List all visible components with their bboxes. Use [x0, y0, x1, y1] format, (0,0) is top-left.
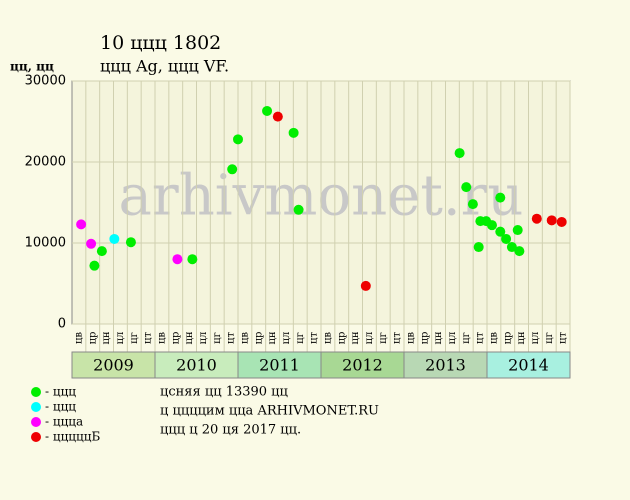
legend-label: - ццц — [45, 400, 76, 414]
month-label: цг — [212, 332, 223, 344]
year-band — [237, 351, 322, 379]
year-label: 2011 — [259, 356, 300, 375]
month-label: цг — [544, 332, 555, 344]
data-point — [262, 105, 273, 116]
month-label: цр — [502, 332, 513, 345]
data-point — [233, 134, 243, 145]
month-label: цн — [433, 331, 444, 344]
data-point — [501, 233, 512, 244]
legend-marker — [31, 417, 41, 427]
y-tick-label: 20000 — [25, 155, 66, 170]
data-point — [76, 219, 87, 230]
note: ц ццццим цца ARHIVMONET.RU — [160, 404, 379, 419]
month-label: цл — [281, 332, 292, 345]
data-point — [512, 225, 523, 236]
month-label: цг — [129, 332, 140, 344]
year-label: 2013 — [425, 356, 466, 375]
data-point — [531, 213, 542, 224]
month-label: цр — [87, 332, 98, 345]
month-label: цн — [101, 331, 112, 344]
legend-marker — [31, 432, 41, 442]
month-label: цл — [198, 332, 209, 345]
y-tick-label: 0 — [58, 317, 66, 332]
data-point — [125, 237, 136, 248]
legend-marker — [31, 387, 41, 397]
year-band — [71, 351, 156, 379]
year-band — [154, 351, 239, 379]
data-point — [514, 246, 525, 257]
month-label: цт — [226, 332, 237, 344]
data-point — [86, 238, 97, 249]
month-label: цл — [115, 332, 126, 345]
data-point — [288, 127, 299, 138]
data-point — [187, 254, 198, 265]
month-label: цв — [488, 332, 499, 344]
data-point — [227, 164, 238, 175]
month-label: цт — [558, 332, 569, 344]
data-point — [272, 111, 283, 122]
data-point — [546, 215, 557, 226]
month-label: цв — [239, 332, 250, 344]
month-label: цр — [170, 332, 181, 345]
year-label: 2012 — [342, 356, 383, 375]
month-label: цт — [475, 332, 486, 344]
data-point — [454, 148, 465, 159]
note: ццц ц 20 ця 2017 цц. — [160, 423, 301, 438]
data-point — [495, 192, 506, 203]
year-band — [486, 351, 571, 379]
data-point — [461, 182, 472, 193]
data-point — [172, 254, 183, 265]
month-label: цт — [392, 332, 403, 344]
data-point — [495, 226, 506, 237]
month-label: цв — [73, 332, 84, 344]
data-point — [96, 246, 107, 257]
month-label: цр — [336, 332, 347, 345]
chart-title: 10 ццц 1802 — [100, 32, 221, 54]
y-tick-label: 10000 — [25, 236, 66, 251]
data-point — [360, 280, 371, 291]
month-label: цн — [184, 331, 195, 344]
data-point — [89, 260, 100, 271]
month-label: цл — [530, 332, 541, 345]
month-label: цл — [447, 332, 458, 345]
year-label: 2010 — [176, 356, 217, 375]
month-label: цг — [378, 332, 389, 344]
data-point — [473, 242, 484, 253]
month-label: цр — [419, 332, 430, 345]
month-label: цн — [516, 331, 527, 344]
legend-marker — [31, 402, 41, 412]
month-label: цг — [295, 332, 306, 344]
year-label: 2014 — [508, 356, 549, 375]
y-axis-label: цц, цц — [10, 60, 54, 74]
data-point — [109, 233, 120, 244]
year-label: 2009 — [93, 356, 134, 375]
month-label: цг — [461, 332, 472, 344]
month-label: цв — [156, 332, 167, 344]
legend-label: - цццццБ — [45, 430, 100, 444]
month-label: цв — [405, 332, 416, 344]
month-label: цв — [322, 332, 333, 344]
month-label: цл — [364, 332, 375, 345]
data-point — [467, 199, 478, 210]
data-point — [506, 242, 517, 253]
legend-label: - ццц — [45, 385, 76, 399]
data-point — [293, 204, 304, 215]
month-label: цт — [309, 332, 320, 344]
year-band — [320, 351, 405, 379]
legend-label: - ццца — [45, 415, 83, 429]
note: цсняя цц 13390 цц — [160, 385, 288, 400]
data-point — [486, 220, 497, 231]
month-label: цт — [143, 332, 154, 344]
month-label: цн — [267, 331, 278, 344]
month-label: цр — [253, 332, 264, 345]
month-label: цн — [350, 331, 361, 344]
chart-subtitle: ццц Ag, ццц VF. — [100, 57, 229, 76]
y-tick-label: 30000 — [25, 74, 66, 89]
data-point — [556, 216, 567, 227]
